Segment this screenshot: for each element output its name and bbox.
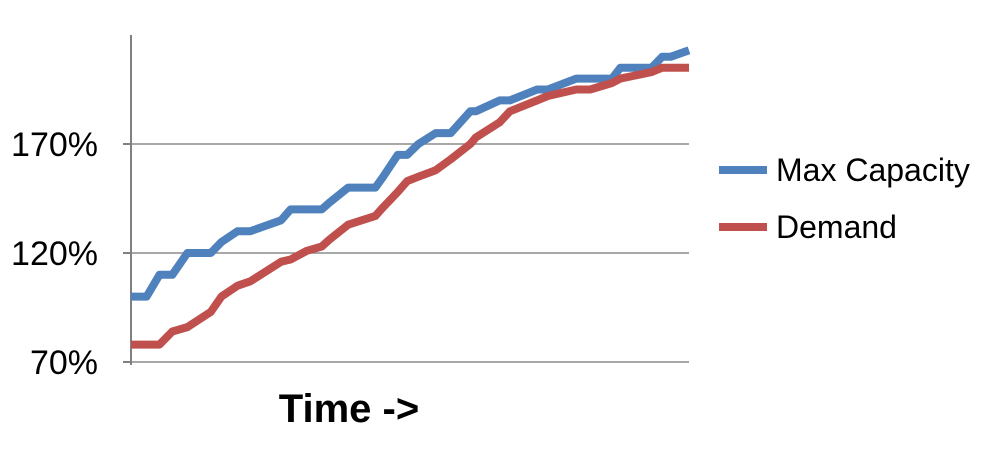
y-tick-label-170: 170% xyxy=(11,126,98,164)
legend-item-max-capacity: Max Capacity xyxy=(719,152,970,188)
series-lines xyxy=(131,46,691,349)
y-axis-ticks: 70% 120% 170% xyxy=(11,126,131,382)
legend: Max Capacity Demand xyxy=(719,152,970,245)
series-line-demand xyxy=(131,63,689,349)
legend-label-max-capacity: Max Capacity xyxy=(776,152,970,188)
legend-label-demand: Demand xyxy=(776,209,897,245)
y-tick-label-70: 70% xyxy=(30,344,98,382)
y-tick-label-120: 120% xyxy=(11,235,98,273)
x-axis-label: Time -> xyxy=(279,387,419,431)
gridlines xyxy=(131,143,689,363)
series-line-max-capacity xyxy=(131,46,691,301)
legend-item-demand: Demand xyxy=(719,209,897,245)
